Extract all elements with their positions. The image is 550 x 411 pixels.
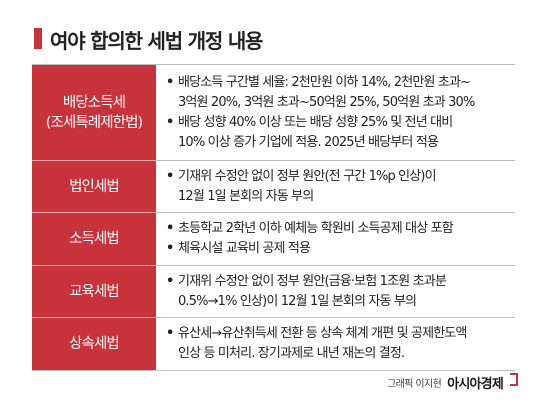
list-item: • 배당소득 구간별 세율: 2천만원 이하 14%, 2천만원 초과~ 3억원… [166, 73, 511, 113]
bullet-dot: • [166, 168, 174, 184]
item-line: 배당 성향 40% 이상 또는 배당 성향 25% 및 전년 대비 [178, 114, 453, 130]
row-content: • 배당소득 구간별 세율: 2천만원 이하 14%, 2천만원 초과~ 3억원… [156, 65, 515, 160]
list-item: • 유산세→유산취득세 전환 등 상속 체계 개편 및 공제한도액 인상 등 미… [166, 324, 511, 364]
row-label: 법인세법 [32, 161, 156, 212]
item-line: 유산세→유산취득세 전환 등 상속 체계 개편 및 공제한도액 [178, 326, 467, 341]
bullet-dot: • [166, 241, 174, 256]
credit-line: 그래픽 이지현 아시아경제 [387, 373, 518, 392]
bullet-dot: • [166, 114, 174, 130]
tax-law-table: 배당소득세 (조세특례제한법) • 배당소득 구간별 세율: 2천만원 이하 1… [32, 64, 515, 371]
item-line: 0.5%→1% 인상)이 12월 1일 본회의 자동 부의 [178, 293, 417, 309]
item-line: 3억원 20%, 3억원 초과~50억원 25%, 50억원 초과 30% [178, 94, 475, 110]
bullet-dot: • [166, 326, 174, 341]
row-label-line: 배당소득세 [62, 94, 126, 111]
table-row-education-tax: 교육세법 • 기재위 수정안 없이 정부 원안(금융·보험 1조원 초과분 0.… [32, 266, 515, 318]
item-line: 10% 이상 증가 기업에 적용. 2025년 배당부터 적용 [178, 134, 439, 150]
row-label-line: 상속세법 [69, 336, 120, 352]
title-accent-bar [34, 28, 42, 49]
table-row-income-tax: 소득세법 • 초등학교 2학년 이하 예체능 학원비 소득공제 대상 포함 • … [32, 213, 515, 266]
table-row-corporate-tax: 법인세법 • 기재위 수정안 없이 정부 원안(전 구간 1%p 인상)이 12… [32, 161, 515, 213]
row-content: • 기재위 수정안 없이 정부 원안(전 구간 1%p 인상)이 12월 1일 … [156, 161, 515, 212]
row-label: 교육세법 [32, 266, 156, 317]
row-content: • 기재위 수정안 없이 정부 원안(금융·보험 1조원 초과분 0.5%→1%… [156, 266, 515, 317]
table-row-dividend-tax: 배당소득세 (조세특례제한법) • 배당소득 구간별 세율: 2천만원 이하 1… [32, 64, 515, 161]
row-label: 배당소득세 (조세특례제한법) [32, 65, 156, 160]
bullet-dot: • [166, 221, 174, 236]
row-label-line: 소득세법 [69, 231, 120, 247]
logo-mark-icon [510, 373, 518, 386]
item-line: 초등학교 2학년 이하 예체능 학원비 소득공제 대상 포함 [178, 221, 454, 236]
publisher-logo: 아시아경제 [447, 377, 504, 392]
item-line: 기재위 수정안 없이 정부 원안(금융·보험 1조원 초과분 [178, 273, 447, 289]
list-item: • 기재위 수정안 없이 정부 원안(금융·보험 1조원 초과분 0.5%→1%… [166, 272, 511, 312]
row-label-line: 교육세법 [69, 283, 120, 300]
list-item: • 체육시설 교육비 공제 적용 [166, 239, 511, 259]
bullet-dot: • [166, 273, 174, 289]
page-title: 여야 합의한 세법 개정 내용 [50, 29, 263, 53]
row-label: 소득세법 [32, 213, 156, 265]
list-item: • 기재위 수정안 없이 정부 원안(전 구간 1%p 인상)이 12월 1일 … [166, 167, 511, 207]
row-label-line: (조세특례제한법) [45, 114, 143, 131]
graphic-credit: 그래픽 이지현 [387, 379, 442, 390]
item-line: 인상 등 미처리. 장기과제로 내년 재논의 결정. [178, 346, 405, 361]
list-item: • 배당 성향 40% 이상 또는 배당 성향 25% 및 전년 대비 10% … [166, 113, 511, 153]
row-content: • 유산세→유산취득세 전환 등 상속 체계 개편 및 공제한도액 인상 등 미… [156, 318, 515, 370]
row-content: • 초등학교 2학년 이하 예체능 학원비 소득공제 대상 포함 • 체육시설 … [156, 213, 515, 265]
list-item: • 초등학교 2학년 이하 예체능 학원비 소득공제 대상 포함 [166, 219, 511, 239]
item-line: 기재위 수정안 없이 정부 원안(전 구간 1%p 인상)이 [178, 168, 437, 184]
item-line: 배당소득 구간별 세율: 2천만원 이하 14%, 2천만원 초과~ [178, 74, 471, 90]
row-label-line: 법인세법 [69, 178, 120, 195]
table-row-inheritance-tax: 상속세법 • 유산세→유산취득세 전환 등 상속 체계 개편 및 공제한도액 인… [32, 318, 515, 371]
bullet-dot: • [166, 74, 174, 90]
item-line: 12월 1일 본회의 자동 부의 [178, 188, 314, 204]
item-line: 체육시설 교육비 공제 적용 [178, 241, 311, 256]
row-label: 상속세법 [32, 318, 156, 370]
